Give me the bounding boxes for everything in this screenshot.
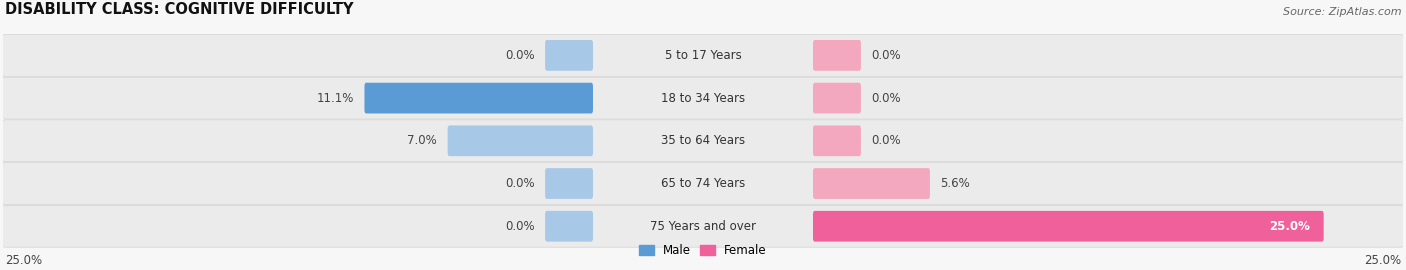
FancyBboxPatch shape — [813, 211, 1323, 242]
Text: 75 Years and over: 75 Years and over — [650, 220, 756, 233]
FancyBboxPatch shape — [546, 211, 593, 242]
Text: 65 to 74 Years: 65 to 74 Years — [661, 177, 745, 190]
FancyBboxPatch shape — [1, 163, 1405, 204]
Text: 0.0%: 0.0% — [505, 177, 534, 190]
FancyBboxPatch shape — [813, 168, 929, 199]
Text: 5 to 17 Years: 5 to 17 Years — [665, 49, 741, 62]
Text: 0.0%: 0.0% — [872, 49, 901, 62]
Text: 35 to 64 Years: 35 to 64 Years — [661, 134, 745, 147]
Text: 0.0%: 0.0% — [872, 92, 901, 104]
Text: 0.0%: 0.0% — [872, 134, 901, 147]
FancyBboxPatch shape — [813, 83, 860, 113]
Text: 25.0%: 25.0% — [1364, 254, 1402, 267]
Text: 5.6%: 5.6% — [941, 177, 970, 190]
FancyBboxPatch shape — [447, 126, 593, 156]
Text: 25.0%: 25.0% — [4, 254, 42, 267]
FancyBboxPatch shape — [1, 120, 1405, 162]
FancyBboxPatch shape — [546, 40, 593, 71]
Text: Source: ZipAtlas.com: Source: ZipAtlas.com — [1282, 7, 1402, 17]
Text: 25.0%: 25.0% — [1270, 220, 1310, 233]
Text: 18 to 34 Years: 18 to 34 Years — [661, 92, 745, 104]
Legend: Male, Female: Male, Female — [634, 239, 772, 262]
FancyBboxPatch shape — [1, 205, 1405, 247]
FancyBboxPatch shape — [813, 126, 860, 156]
FancyBboxPatch shape — [1, 77, 1405, 119]
Text: 0.0%: 0.0% — [505, 49, 534, 62]
FancyBboxPatch shape — [1, 35, 1405, 76]
FancyBboxPatch shape — [364, 83, 593, 113]
Text: 11.1%: 11.1% — [316, 92, 354, 104]
FancyBboxPatch shape — [813, 40, 860, 71]
Text: 0.0%: 0.0% — [505, 220, 534, 233]
Text: 7.0%: 7.0% — [408, 134, 437, 147]
FancyBboxPatch shape — [546, 168, 593, 199]
Text: DISABILITY CLASS: COGNITIVE DIFFICULTY: DISABILITY CLASS: COGNITIVE DIFFICULTY — [4, 2, 353, 17]
